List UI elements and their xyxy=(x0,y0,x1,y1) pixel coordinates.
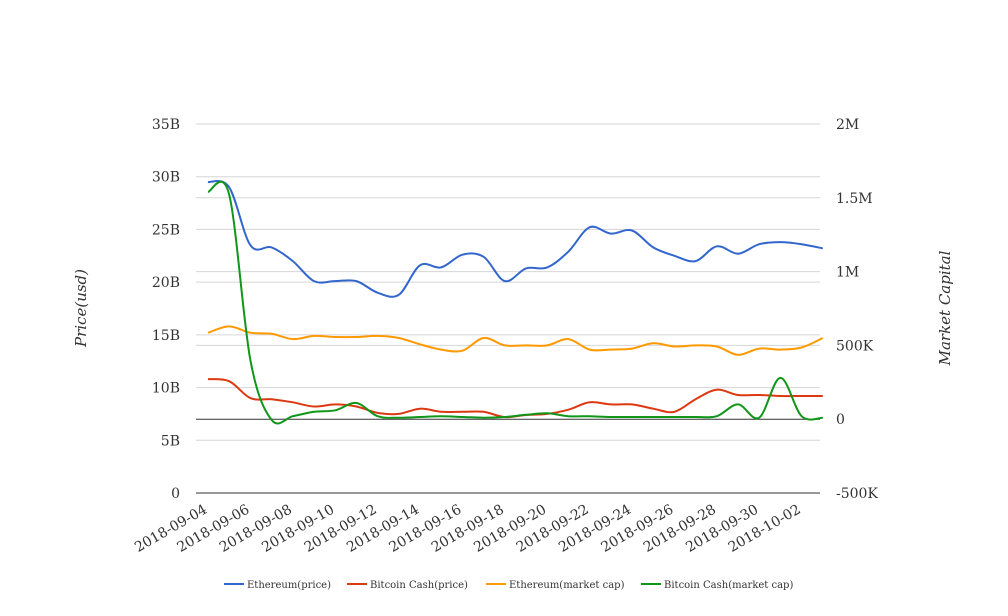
y-axis-right-label: Market Capital xyxy=(936,250,954,366)
y-right-tick-label: -500K xyxy=(836,486,878,502)
y-left-tick-label: 30B xyxy=(152,170,180,186)
legend-label: Ethereum(market cap) xyxy=(509,580,625,591)
y-right-tick-label: 1M xyxy=(836,265,859,281)
right-axis-ticks: -500K 0 500K 1M 1.5M 2M xyxy=(836,117,878,502)
y-left-tick-label: 35B xyxy=(152,117,180,133)
y-left-tick-label: 25B xyxy=(152,222,180,238)
y-left-tick-label: 20B xyxy=(152,275,180,291)
legend-item-ethereum-price[interactable]: Ethereum(price) xyxy=(224,580,331,591)
y-left-tick-label: 5B xyxy=(161,433,180,449)
legend-item-bitcoin-cash-market-cap[interactable]: Bitcoin Cash(market cap) xyxy=(641,580,793,591)
y-right-tick-label: 2M xyxy=(836,117,859,133)
series-line-ethereum-price xyxy=(207,180,823,298)
y-left-tick-label: 0 xyxy=(171,486,180,502)
legend-label: Bitcoin Cash(price) xyxy=(370,580,468,591)
left-axis-ticks: 0 5B 10B 15B 20B 25B 30B 35B xyxy=(152,117,180,502)
gridlines xyxy=(196,123,820,494)
series-lines xyxy=(207,180,824,425)
legend-item-bitcoin-cash-price[interactable]: Bitcoin Cash(price) xyxy=(347,580,468,591)
legend-item-ethereum-market-cap[interactable]: Ethereum(market cap) xyxy=(486,580,625,591)
legend: Ethereum(price) Bitcoin Cash(price) Ethere… xyxy=(224,580,793,591)
y-right-tick-label: 500K xyxy=(836,338,874,354)
y-right-tick-label: 1.5M xyxy=(836,191,873,207)
y-right-tick-label: 0 xyxy=(836,412,845,428)
series-line-bitcoin-cash-market-cap xyxy=(207,180,823,425)
series-line-ethereum-market-cap xyxy=(207,325,824,356)
legend-label: Bitcoin Cash(market cap) xyxy=(664,580,793,591)
x-axis-ticks: 2018-09-042018-09-062018-09-082018-09-10… xyxy=(132,502,804,556)
series-line-bitcoin-cash-price xyxy=(207,378,823,419)
y-left-tick-label: 15B xyxy=(152,328,180,344)
y-axis-left-label: Price(usd) xyxy=(72,269,90,348)
legend-label: Ethereum(price) xyxy=(247,580,331,591)
y-left-tick-label: 10B xyxy=(152,381,180,397)
